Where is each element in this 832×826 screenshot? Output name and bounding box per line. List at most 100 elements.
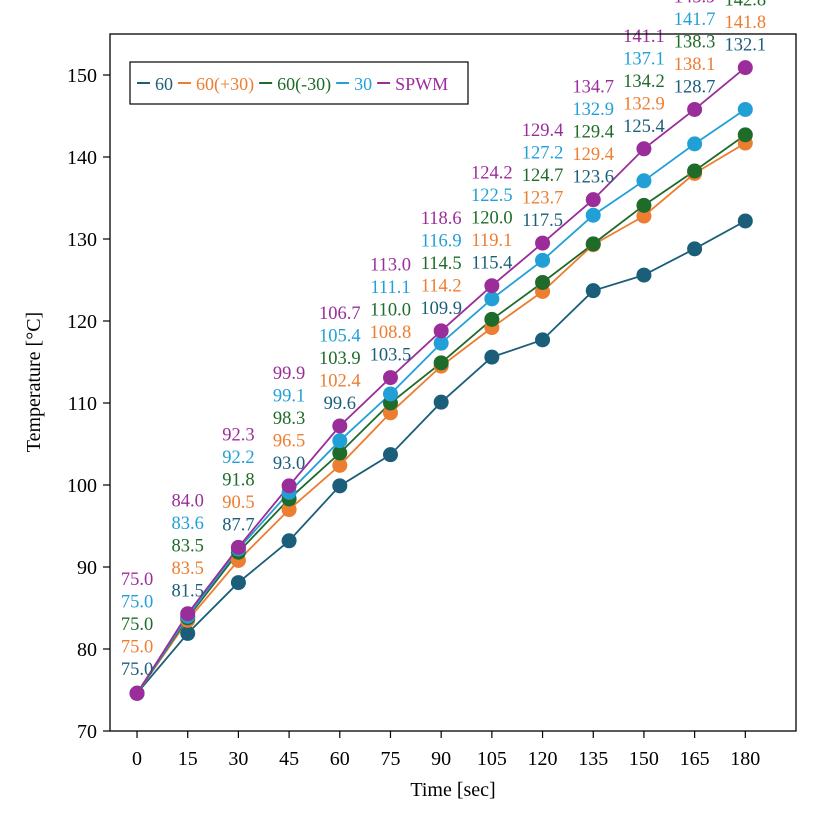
data-label: 108.8 [370,323,412,343]
data-label: 129.4 [572,123,614,143]
data-point [230,575,246,591]
data-label: 138.1 [674,55,716,75]
data-point [382,386,398,402]
data-point [332,478,348,494]
data-label: 124.7 [522,166,564,186]
data-label: 138.3 [674,32,716,52]
data-label: 124.2 [471,164,513,184]
data-label: 81.5 [172,582,204,602]
data-point [281,502,297,518]
data-label: 141.1 [623,27,665,47]
x-tick-label: 135 [578,748,608,770]
data-label: 141.7 [674,10,716,30]
data-point [636,208,652,224]
data-label: 93.0 [273,454,305,474]
data-point [585,192,601,208]
data-point [332,433,348,449]
y-tick-label: 150 [67,65,97,87]
data-label: 83.6 [172,514,204,534]
data-point [484,278,500,294]
data-label: 75.0 [121,570,153,590]
data-point [687,136,703,152]
data-point [687,163,703,179]
data-label: 83.5 [172,559,204,579]
y-tick-label: 140 [67,147,97,169]
data-label: 105.4 [319,326,361,346]
data-label: 119.1 [471,231,512,251]
data-label: 99.6 [324,394,356,414]
data-label: 123.6 [572,168,614,188]
legend-entry: SPWM [395,74,448,94]
data-label: 84.0 [172,492,204,512]
data-label: 109.9 [420,299,462,319]
y-tick-label: 130 [67,229,97,251]
x-tick-label: 45 [279,748,299,770]
data-label: 145.9 [674,0,716,7]
data-label: 127.2 [522,144,564,164]
data-point [737,101,753,117]
x-tick-label: 0 [132,748,142,770]
data-label: 111.1 [370,278,410,298]
x-axis-label: Time [sec] [410,779,495,801]
data-label: 83.5 [172,537,204,557]
plot-frame [109,33,797,732]
y-tick-label: 70 [77,721,97,743]
data-point [332,418,348,434]
x-tick-label: 120 [528,748,558,770]
data-label: 113.0 [370,256,411,276]
data-point [433,394,449,410]
data-label: 114.2 [421,276,462,296]
data-label: 99.9 [273,364,305,384]
data-point [180,625,196,641]
data-label: 102.4 [319,371,361,391]
data-label: 87.7 [222,515,254,535]
x-tick-label: 90 [431,748,451,770]
legend-entry: 60 [155,74,173,94]
y-tick-label: 100 [67,475,97,497]
data-point [535,332,551,348]
data-label: 99.1 [273,386,305,406]
data-label: 118.6 [421,209,462,229]
data-point [129,685,145,701]
data-point [636,267,652,283]
legend-entry: 30 [354,74,372,94]
data-point [636,197,652,213]
data-point [737,60,753,76]
data-label: 120.0 [471,209,513,229]
data-point [484,349,500,365]
data-point [737,127,753,143]
x-tick-label: 15 [178,748,198,770]
data-label: 132.9 [623,94,665,114]
data-label: 129.4 [522,121,564,141]
data-point [484,311,500,327]
data-point [433,335,449,351]
data-label: 75.0 [121,638,153,658]
data-point [636,173,652,189]
data-label: 115.4 [471,254,512,274]
data-label: 98.3 [273,409,305,429]
data-point [687,101,703,117]
data-point [281,533,297,549]
legend-entry: 60(-30) [277,74,331,95]
legend: 60 60(+30) 60(-30) 30 SPWM [129,61,469,105]
data-point [433,355,449,371]
data-point [585,236,601,252]
data-label: 103.5 [370,346,412,366]
data-label: 90.5 [222,493,254,513]
data-label: 114.5 [421,254,462,274]
data-label: 96.5 [273,431,305,451]
data-point [382,447,398,463]
data-point [382,370,398,386]
data-label: 91.8 [222,470,254,490]
y-tick-label: 110 [68,393,97,415]
data-point [332,457,348,473]
data-label: 122.5 [471,186,513,206]
data-label: 92.3 [222,425,254,445]
x-tick-label: 60 [330,748,350,770]
data-point [433,323,449,339]
data-point [484,291,500,307]
data-point [737,213,753,229]
data-label: 123.7 [522,189,564,209]
data-label: 134.7 [572,78,614,98]
